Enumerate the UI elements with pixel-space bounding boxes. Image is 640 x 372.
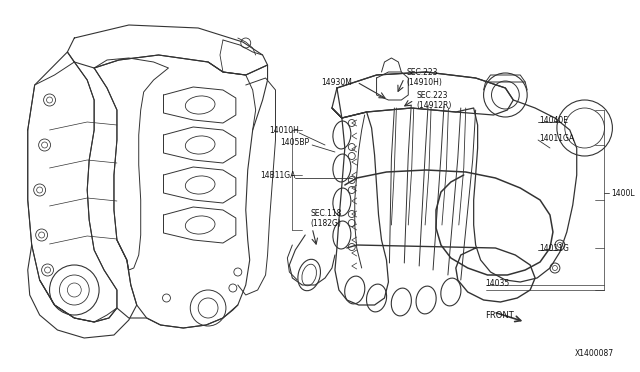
Text: SEC.118: SEC.118 bbox=[310, 208, 342, 218]
Text: X1400087: X1400087 bbox=[575, 349, 614, 357]
Text: 14035: 14035 bbox=[486, 279, 510, 288]
Text: 14040E: 14040E bbox=[539, 115, 568, 125]
Text: 14011G: 14011G bbox=[539, 244, 569, 253]
Text: (14912R): (14912R) bbox=[416, 100, 452, 109]
Text: FRONT: FRONT bbox=[486, 311, 515, 320]
Text: SEC.223: SEC.223 bbox=[406, 67, 438, 77]
Text: (14910H): (14910H) bbox=[406, 77, 442, 87]
Text: SEC.223: SEC.223 bbox=[416, 90, 448, 99]
Text: 14010H: 14010H bbox=[269, 125, 300, 135]
Text: 14011GA: 14011GA bbox=[539, 134, 574, 142]
Text: 1400L: 1400L bbox=[611, 189, 635, 198]
Text: 14B11GA: 14B11GA bbox=[260, 170, 295, 180]
Text: (1182G): (1182G) bbox=[310, 218, 341, 228]
Text: 14930M: 14930M bbox=[321, 77, 352, 87]
Text: 1405BP: 1405BP bbox=[280, 138, 309, 147]
